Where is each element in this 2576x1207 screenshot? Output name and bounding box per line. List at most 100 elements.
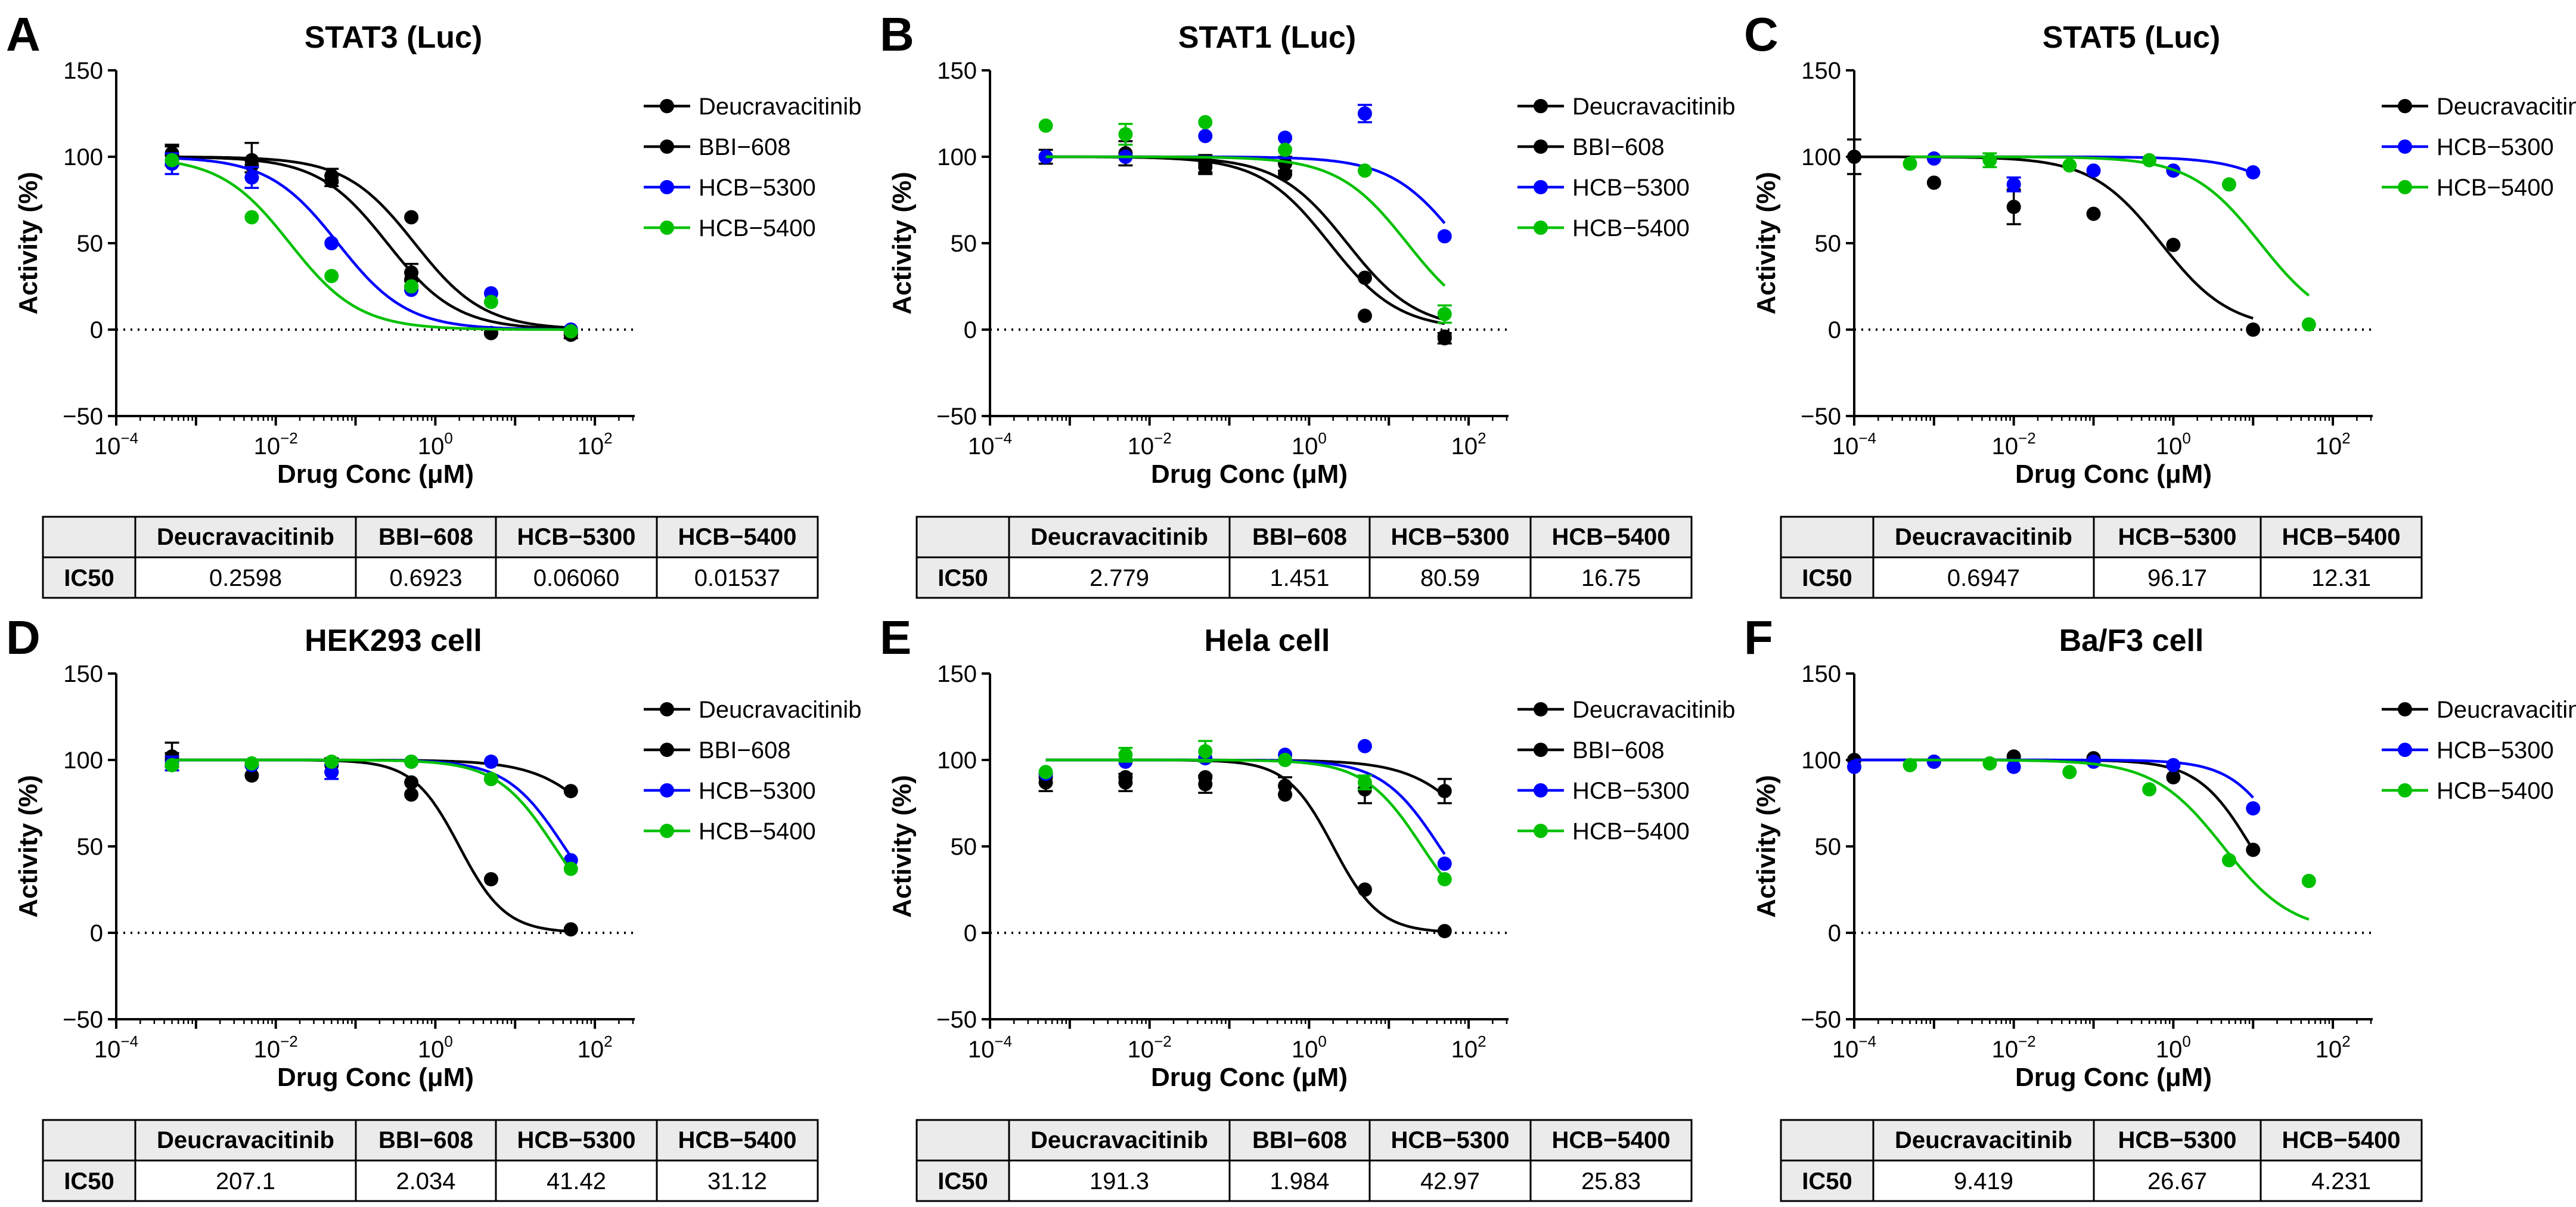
panel-a-ytick-label: 0: [90, 317, 103, 343]
panel-e-table-rowlabel-bg: [917, 1161, 1009, 1201]
panel-e-xtick-label: 10−2: [1128, 1032, 1172, 1063]
panel-d-ytick-label: 50: [77, 834, 104, 860]
panel-c: C STAT5 (Luc) −50 0 50 100 150 10−4 10−2 100 102 Dr…: [1744, 8, 2576, 599]
panel-e-bbi-608-legend-label: BBI−608: [1572, 737, 1665, 764]
panel-a-table-header: HCB−5300: [517, 524, 635, 550]
panel-d-hcb-5300-legend-label: HCB−5300: [699, 778, 816, 804]
panel-d-bbi-608-series: [165, 752, 578, 937]
panel-c-table-rowlabel-bg: [1781, 557, 1873, 598]
panel-d-bbi-608-legend-label: BBI−608: [699, 737, 791, 764]
panel-d-bbi-608-point: [563, 922, 578, 937]
panel-e-bbi-608-point: [1357, 882, 1372, 897]
panel-e-ic50-table: IC50 Deucravacitinib 191.3 BBI−608 1.984 HCB−…: [915, 1119, 1693, 1202]
panel-c-deucravacitinib-legend-marker: [2398, 99, 2412, 113]
panel-d-ytick-label: 0: [90, 920, 103, 947]
panel-e: E Hela cell −50 0 50 100 150 10−4 10−2 100 102 Drug…: [880, 611, 1735, 1202]
panel-a-table-header-bg: [135, 517, 818, 557]
panel-e-hcb-5300-legend-marker: [1534, 783, 1548, 798]
panel-c-ytick-label: 100: [1801, 144, 1841, 170]
panel-b-deucravacitinib-legend-label: Deucravacitinib: [1572, 94, 1735, 120]
panel-a-table-row-label: IC50: [64, 565, 114, 591]
panel-d-hcb-5400-curve: [172, 758, 572, 871]
panel-d-y-label: Activity (%): [14, 775, 43, 918]
panel-d-deucravacitinib-series: [165, 741, 578, 799]
panel-d-hcb-5400-series: [165, 754, 578, 876]
panel-b-table-header: Deucravacitinib: [1031, 524, 1208, 550]
panel-b-deucravacitinib-legend-marker: [1534, 99, 1548, 113]
panel-e-ytick-label: −50: [936, 1007, 977, 1033]
panel-e-deucravacitinib-legend-marker: [1534, 702, 1548, 716]
panel-f-deucravacitinib-curve: [1854, 758, 2255, 851]
panel-c-hcb-5400-point: [1982, 153, 1997, 167]
panel-e-ytick-label: 50: [951, 834, 977, 860]
panel-f-table-value: 9.419: [1954, 1168, 2013, 1194]
panel-a-table-value: 0.01537: [694, 565, 781, 591]
panel-d-title: HEK293 cell: [305, 623, 482, 658]
panel-c-table-header-bg: [1873, 517, 2422, 557]
panel-f-x-label: Drug Conc (μM): [2015, 1063, 2212, 1092]
panel-d-hcb-5400-point: [563, 861, 578, 876]
panel-b-bbi-608-legend-label: BBI−608: [1572, 134, 1665, 160]
panel-b-xtick-label: 10−4: [968, 429, 1012, 460]
panel-e-hcb-5400-curve: [1045, 758, 1446, 880]
panel-e-bbi-608-point: [1118, 770, 1133, 784]
panel-b-hcb-5300-point: [1357, 106, 1372, 121]
panel-d-hcb-5300-curve: [172, 758, 572, 858]
panel-b-bbi-608-point: [1437, 329, 1452, 344]
panel-c-deucravacitinib-point: [1847, 150, 1861, 164]
panel-c-hcb-5400-legend-label: HCB−5400: [2437, 175, 2554, 201]
panel-f-ytick-label: −50: [1801, 1007, 1841, 1033]
panel-e-xtick-label: 100: [1292, 1032, 1327, 1063]
panel-b-hcb-5300-point: [1437, 229, 1452, 244]
panel-c-ic50-table: IC50 Deucravacitinib 0.6947 HCB−5300 96.17 HC…: [1780, 516, 2423, 599]
panel-c-hcb-5400-legend-marker: [2398, 180, 2412, 194]
panel-e-hcb-5400-legend-marker: [1534, 824, 1548, 838]
panel-d-table-header: BBI−608: [378, 1127, 473, 1153]
panel-d-table-rowlabel-bg: [43, 1161, 135, 1201]
panel-d-xtick-label: 100: [418, 1032, 453, 1063]
panel-d-table-header-bg: [135, 1120, 818, 1161]
panel-c-ytick-label: 0: [1828, 317, 1841, 343]
panel-c-y-label: Activity (%): [1752, 172, 1781, 315]
panel-e-table-header: HCB−5300: [1391, 1127, 1509, 1153]
panel-f-ytick-label: 0: [1828, 920, 1841, 947]
panel-f-ytick-label: 150: [1801, 661, 1841, 687]
panel-a-hcb-5400-point: [483, 294, 498, 309]
panel-c-table-corner: [1781, 517, 1873, 557]
panel-e-x-label: Drug Conc (μM): [1151, 1063, 1348, 1092]
panel-f-table-rowlabel-bg: [1781, 1161, 1873, 1201]
panel-b-x-label: Drug Conc (μM): [1151, 460, 1348, 489]
panel-d-hcb-5300-point: [483, 754, 498, 769]
panel-f-title: Ba/F3 cell: [2059, 623, 2204, 658]
panel-a-deucravacitinib-legend-marker: [660, 99, 674, 113]
panel-f-ytick-label: 100: [1801, 747, 1841, 774]
panel-c-hcb-5400-point: [2221, 177, 2236, 192]
panel-f-hcb-5300-legend-marker: [2398, 743, 2412, 757]
panel-b-hcb-5300-point: [1198, 129, 1213, 144]
panel-d-bbi-608-point: [404, 787, 419, 802]
panel-d-table-header: HCB−5400: [678, 1127, 796, 1153]
panel-b-ytick-label: 50: [951, 231, 977, 257]
panel-f-hcb-5300-point: [1847, 759, 1861, 774]
panel-c-x-label: Drug Conc (μM): [2015, 460, 2212, 489]
panel-a-hcb-5300-point: [244, 170, 259, 185]
panel-b-table-rowlabel-bg: [917, 557, 1009, 598]
panel-a-hcb-5400-series: [165, 153, 578, 339]
panel-b-xtick-label: 100: [1292, 429, 1327, 460]
panel-a-hcb-5300-legend-marker: [660, 180, 674, 194]
panel-f-hcb-5300-point: [2006, 759, 2021, 774]
panel-b-table-header: BBI−608: [1252, 524, 1347, 550]
panel-c-ytick-label: 150: [1801, 58, 1841, 84]
panel-f-table-header: HCB−5400: [2282, 1127, 2400, 1153]
panel-b-bbi-608-point: [1357, 308, 1372, 323]
panel-d-deucravacitinib-point: [404, 775, 419, 790]
panel-f-hcb-5400-point: [2301, 874, 2316, 888]
panel-f-deucravacitinib-point: [2166, 770, 2181, 784]
panel-d: D HEK293 cell −50 0 50 100 150 10−4 10−2 100 102 Dr…: [6, 611, 861, 1202]
panel-d-hcb-5300-series: [165, 754, 578, 868]
panel-c-hcb-5300-legend-marker: [2398, 139, 2412, 154]
panel-a-y-label: Activity (%): [14, 172, 43, 315]
panel-d-bbi-608-curve: [172, 758, 571, 933]
panel-b-bbi-608-curve: [1045, 155, 1445, 325]
panel-e-ytick-label: 150: [937, 661, 977, 687]
